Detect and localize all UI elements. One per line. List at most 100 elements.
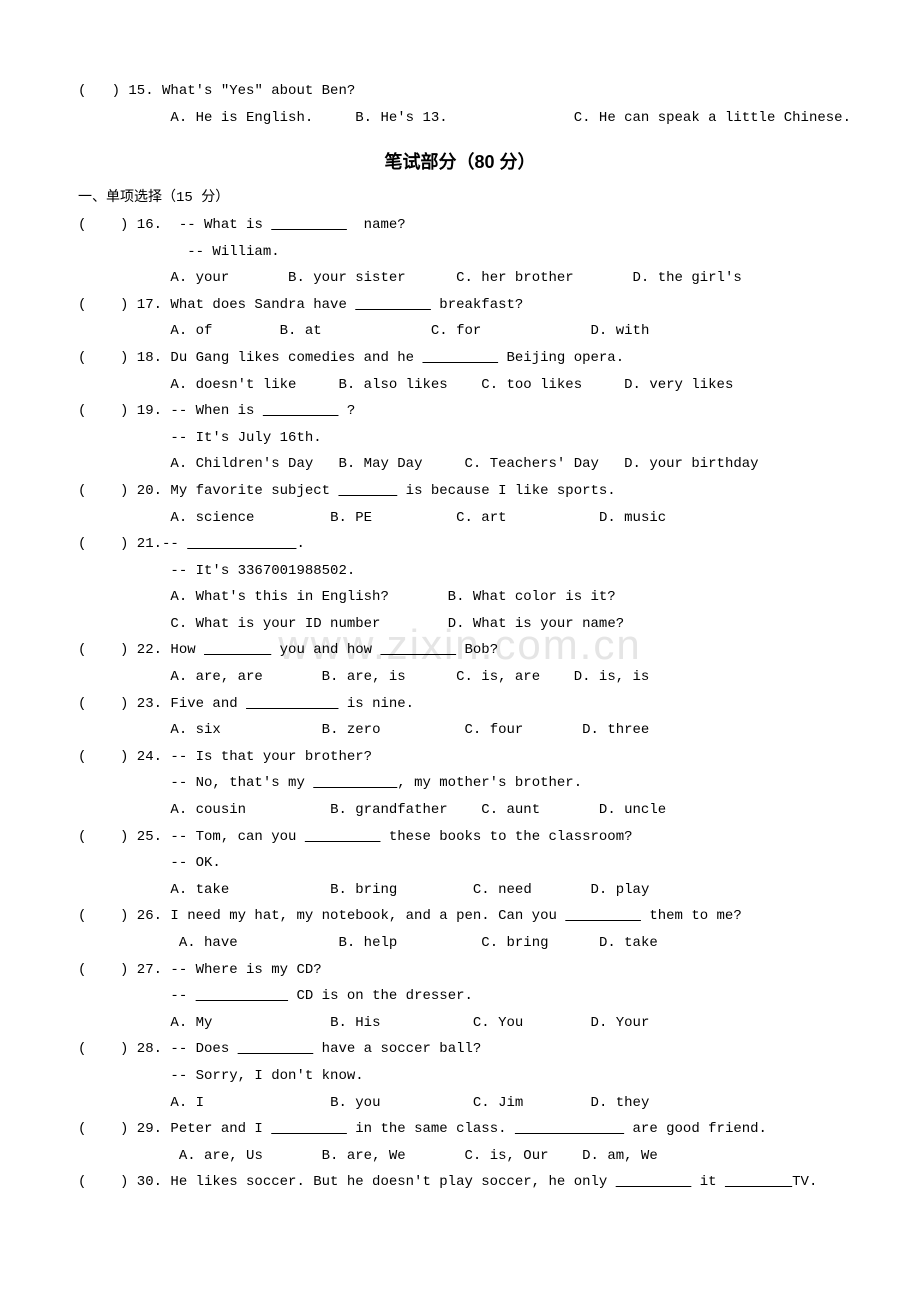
- q22-optD: D. is, is: [574, 669, 650, 685]
- q26-blank: [565, 908, 641, 924]
- q27-num: ( ) 27.: [78, 962, 162, 978]
- q17-blank: [355, 297, 431, 313]
- q16-stem1: -- What is: [179, 217, 271, 233]
- q15-num: ( ) 15.: [78, 83, 154, 99]
- q29-stem3: are good friend.: [624, 1121, 767, 1137]
- q23-stem2: is nine.: [338, 696, 414, 712]
- q19-num: ( ) 19.: [78, 403, 162, 419]
- q20-blank: [338, 483, 397, 499]
- q20-stem1: My favorite subject: [170, 483, 338, 499]
- q21-optB: B. What color is it?: [448, 589, 616, 605]
- q30-stem3: TV.: [792, 1174, 817, 1190]
- section-title: 笔试部分（80 分）: [78, 145, 842, 179]
- question-25: ( ) 25. -- Tom, can you these books to t…: [78, 824, 842, 904]
- q22-stem1: How: [170, 642, 204, 658]
- q20-stem2: is because I like sports.: [397, 483, 615, 499]
- q28-line2: -- Sorry, I don't know.: [170, 1068, 363, 1084]
- q22-optB: B. are, is: [322, 669, 406, 685]
- q21-optD: D. What is your name?: [448, 616, 624, 632]
- q18-optB: B. also likes: [338, 377, 447, 393]
- q25-line2: -- OK.: [170, 855, 220, 871]
- subsection-label: 一、单项选择（15 分）: [78, 185, 842, 212]
- q27-optB: B. His: [330, 1015, 380, 1031]
- q26-optA: A. have: [179, 935, 238, 951]
- q25-optB: B. bring: [330, 882, 397, 898]
- q23-optB: B. zero: [322, 722, 381, 738]
- q27-line2b: CD is on the dresser.: [288, 988, 473, 1004]
- q30-stem1: He likes soccer. But he doesn't play soc…: [170, 1174, 615, 1190]
- question-29: ( ) 29. Peter and I in the same class. a…: [78, 1116, 842, 1169]
- q27-line2a: --: [170, 988, 195, 1004]
- q18-optC: C. too likes: [481, 377, 582, 393]
- question-28: ( ) 28. -- Does have a soccer ball? -- S…: [78, 1036, 842, 1116]
- q26-stem1: I need my hat, my notebook, and a pen. C…: [170, 908, 565, 924]
- q23-num: ( ) 23.: [78, 696, 162, 712]
- q16-optB: B. your sister: [288, 270, 406, 286]
- q19-stem2: ?: [338, 403, 355, 419]
- q22-num: ( ) 22.: [78, 642, 162, 658]
- q25-optC: C. need: [473, 882, 532, 898]
- q25-num: ( ) 25.: [78, 829, 162, 845]
- q22-optC: C. is, are: [456, 669, 540, 685]
- q28-optD: D. they: [591, 1095, 650, 1111]
- q22-stem2: you and how: [271, 642, 380, 658]
- q28-stem2: have a soccer ball?: [313, 1041, 481, 1057]
- q19-optC: C. Teachers' Day: [465, 456, 599, 472]
- q30-blank1: [616, 1174, 692, 1190]
- q20-optB: B. PE: [330, 510, 372, 526]
- q20-optA: A. science: [170, 510, 254, 526]
- q15-optB: B. He's 13.: [355, 110, 447, 126]
- q24-line2b: , my mother's brother.: [397, 775, 582, 791]
- q18-blank: [422, 350, 498, 366]
- question-22: ( ) 22. How you and how Bob? A. are, are…: [78, 637, 842, 690]
- q24-optB: B. grandfather: [330, 802, 448, 818]
- q29-num: ( ) 29.: [78, 1121, 162, 1137]
- q26-optB: B. help: [338, 935, 397, 951]
- q21-blank: [187, 536, 296, 552]
- q29-stem2: in the same class.: [347, 1121, 515, 1137]
- q17-stem2: breakfast?: [431, 297, 523, 313]
- question-20: ( ) 20. My favorite subject is because I…: [78, 478, 842, 531]
- q23-optC: C. four: [465, 722, 524, 738]
- q16-optD: D. the girl's: [633, 270, 742, 286]
- q18-stem1: Du Gang likes comedies and he: [170, 350, 422, 366]
- q30-stem2: it: [691, 1174, 725, 1190]
- q19-optB: B. May Day: [338, 456, 422, 472]
- q27-optD: D. Your: [591, 1015, 650, 1031]
- q23-optD: D. three: [582, 722, 649, 738]
- q28-blank: [238, 1041, 314, 1057]
- q25-optA: A. take: [170, 882, 229, 898]
- q15-optC: C. He can speak a little Chinese.: [574, 110, 851, 126]
- question-21: ( ) 21.-- . -- It's 3367001988502. A. Wh…: [78, 531, 842, 637]
- q25-optD: D. play: [591, 882, 650, 898]
- q18-stem2: Beijing opera.: [498, 350, 624, 366]
- q15-optA: A. He is English.: [170, 110, 313, 126]
- question-16: ( ) 16. -- What is name? -- William. A. …: [78, 212, 842, 292]
- q29-stem1: Peter and I: [170, 1121, 271, 1137]
- q28-stem1: -- Does: [170, 1041, 237, 1057]
- q19-blank: [263, 403, 339, 419]
- q26-num: ( ) 26.: [78, 908, 162, 924]
- q27-optC: C. You: [473, 1015, 523, 1031]
- q17-optD: D. with: [591, 323, 650, 339]
- question-26: ( ) 26. I need my hat, my notebook, and …: [78, 903, 842, 956]
- q16-optA: A. your: [170, 270, 229, 286]
- q15-stem: What's "Yes" about Ben?: [162, 83, 355, 99]
- q21-num: ( ) 21.: [78, 536, 162, 552]
- q29-optD: D. am, We: [582, 1148, 658, 1164]
- question-17: ( ) 17. What does Sandra have breakfast?…: [78, 292, 842, 345]
- q21-line2: -- It's 3367001988502.: [170, 563, 355, 579]
- q22-stem3: Bob?: [456, 642, 498, 658]
- q24-num: ( ) 24.: [78, 749, 162, 765]
- q16-num: ( ) 16.: [78, 217, 162, 233]
- q22-blank1: [204, 642, 271, 658]
- q27-stem: -- Where is my CD?: [170, 962, 321, 978]
- q26-optD: D. take: [599, 935, 658, 951]
- q23-blank: [246, 696, 338, 712]
- question-15: ( ) 15. What's "Yes" about Ben? A. He is…: [78, 78, 842, 131]
- q17-optC: C. for: [431, 323, 481, 339]
- q19-line2: -- It's July 16th.: [170, 430, 321, 446]
- q20-optC: C. art: [456, 510, 506, 526]
- q16-stem2: name?: [347, 217, 406, 233]
- q29-optA: A. are, Us: [179, 1148, 263, 1164]
